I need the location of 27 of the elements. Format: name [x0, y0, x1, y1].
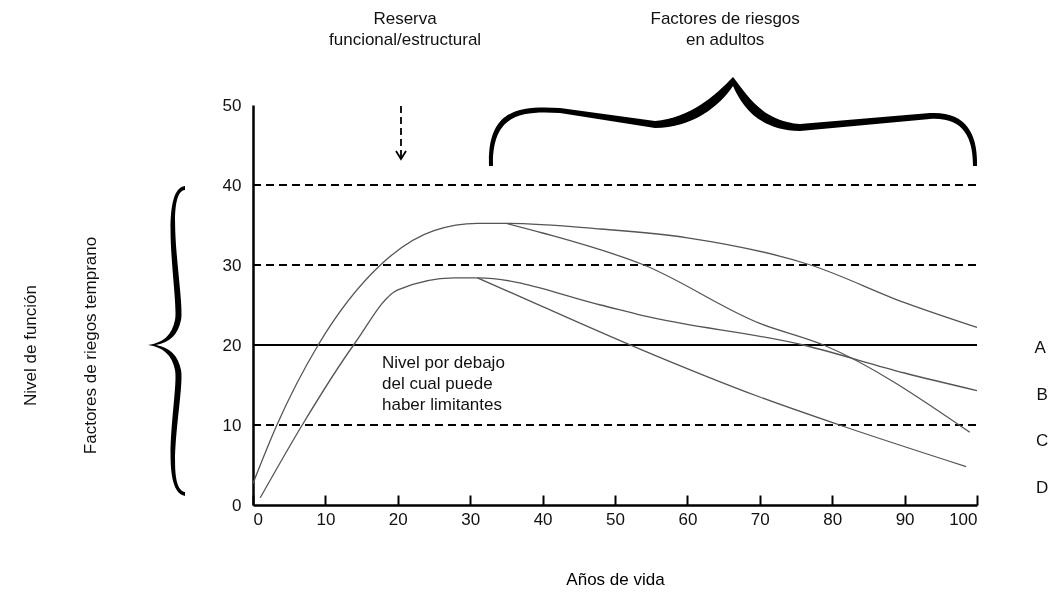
y-tick-label: 0 — [232, 495, 242, 515]
x-tick-label: 20 — [388, 509, 408, 529]
text: B — [1036, 384, 1048, 405]
text: A — [1034, 337, 1046, 358]
x-tick-label: 60 — [678, 509, 698, 529]
x-tick-label: 80 — [823, 509, 843, 529]
text: Nivel de función — [19, 284, 41, 406]
y-tick-label: 40 — [222, 175, 242, 195]
x-tick-label: 90 — [895, 509, 915, 529]
x-tick-label: 30 — [461, 509, 481, 529]
text: Reserva funcional/estructural — [329, 8, 482, 50]
x-tick-label: 40 — [533, 509, 553, 529]
y-tick-label: 10 — [222, 415, 242, 435]
x-axis-title: Años de vida — [566, 569, 666, 589]
y-tick-label: 20 — [222, 335, 242, 355]
x-tick-label: 50 — [606, 509, 625, 529]
text: Factores de riesgos en adultos — [650, 8, 800, 50]
text: D — [1036, 477, 1049, 498]
x-tick-label: 70 — [750, 509, 770, 529]
text: Factores de riegos temprano — [79, 236, 101, 454]
y-tick-label: 50 — [222, 95, 242, 115]
x-tick-label: 100 — [949, 509, 978, 529]
text: C — [1036, 430, 1049, 451]
y-tick-label: 30 — [222, 255, 242, 275]
x-tick-label: 10 — [316, 509, 336, 529]
x-tick-label: 0 — [253, 509, 263, 529]
annotation: Nivel por debajo del cual puede haber limitantes — [382, 352, 505, 415]
